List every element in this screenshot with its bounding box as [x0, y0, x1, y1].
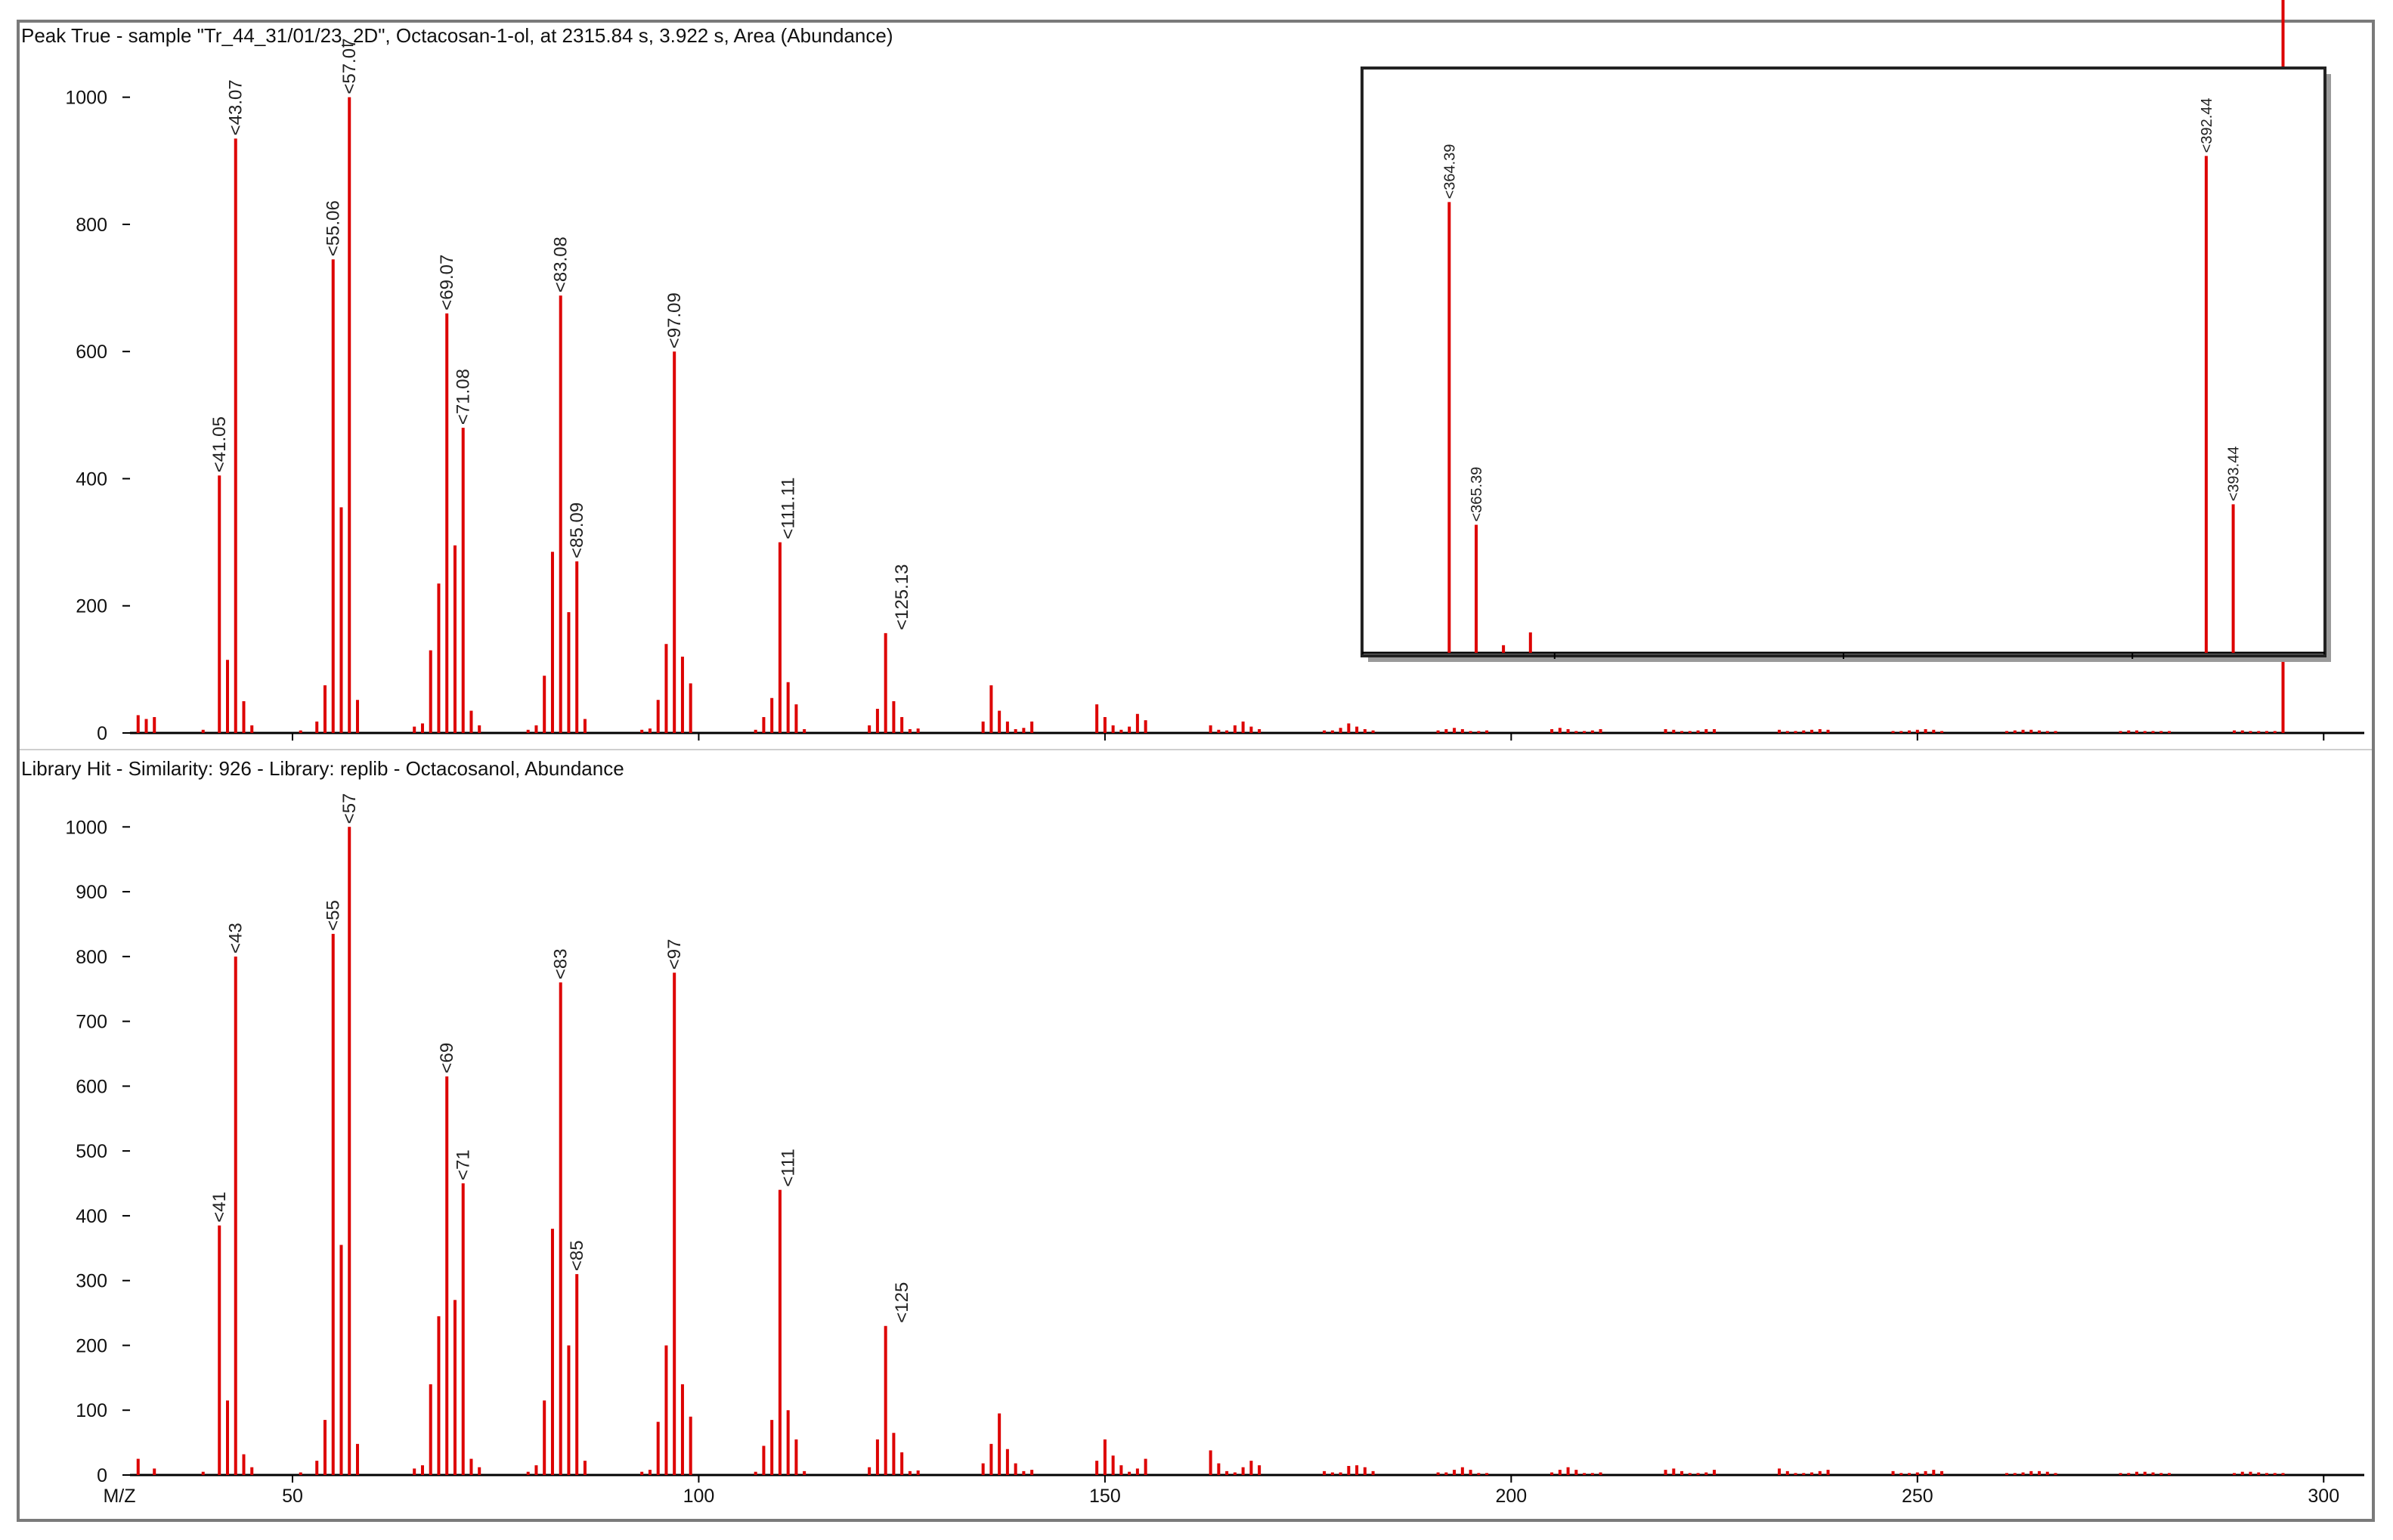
y-tick-label: 600: [76, 1076, 107, 1097]
peak-label: <69: [437, 1043, 457, 1074]
peak-label: <71: [454, 1149, 474, 1180]
x-axis-label: M/Z: [103, 1486, 135, 1507]
peak-label: <85: [567, 1240, 587, 1271]
peak-label: <55: [324, 900, 344, 931]
peak-label: <125: [892, 1282, 912, 1323]
x-tick-label: 200: [1495, 1486, 1527, 1507]
y-tick-label: 400: [76, 1206, 107, 1227]
peak-label: <43.07: [226, 79, 246, 135]
y-tick-label: 800: [76, 215, 107, 236]
peak-label: <97.09: [664, 292, 685, 348]
library-spectrum-panel: 0 100 200 300 400 500 600 700 800 900 1000 50 100 150…: [65, 793, 2364, 1507]
y-tick-label: 900: [76, 882, 107, 903]
x-tick-label: 250: [1902, 1486, 1933, 1507]
top-panel-title: Peak True - sample "Tr_44_31/01/23_2D", …: [21, 24, 893, 47]
peak-label: <85.09: [567, 503, 587, 558]
inset-peak-label: <392.44: [2199, 97, 2215, 153]
inset-chart: <364.39 <365.39 <392.44 <393.44: [1362, 97, 2325, 659]
peak-label: <57.07: [339, 39, 360, 94]
x-tick-label: 50: [282, 1486, 303, 1507]
peak-label: <43: [226, 923, 246, 954]
peak-label: <83: [551, 948, 571, 979]
y-tick-label: 200: [76, 1335, 107, 1356]
peak-label: <97: [664, 939, 685, 970]
peak-label: <55.06: [324, 200, 344, 256]
y-tick-label: 0: [97, 1465, 107, 1486]
inset-peak-label: <364.39: [1441, 144, 1458, 199]
peak-label: <69.07: [437, 255, 457, 311]
y-tick-label: 800: [76, 947, 107, 968]
peak-label: <41: [209, 1192, 230, 1223]
sample-spectrum-panel: 0 200 400 600 800 1000 <41.05 <43.07 <55.06 <57.0…: [65, 0, 2364, 744]
inset-box: [1361, 66, 2326, 657]
y-tick-label: 1000: [65, 817, 107, 838]
peak-label: <111: [779, 1149, 799, 1187]
inset-peak-label: <393.44: [2226, 447, 2243, 502]
peak-label: <57: [339, 793, 360, 824]
y-tick-label: 500: [76, 1141, 107, 1162]
y-tick-label: 100: [76, 1400, 107, 1421]
y-tick-label: 200: [76, 596, 107, 617]
x-tick-label: 100: [683, 1486, 715, 1507]
x-tick-label: 150: [1089, 1486, 1121, 1507]
y-tick-label: 1000: [65, 88, 107, 109]
inset-peak-label: <365.39: [1469, 467, 1485, 522]
peak-label: <83.08: [551, 237, 571, 292]
y-tick-label: 400: [76, 468, 107, 490]
peak-label: <111.11: [779, 478, 799, 540]
peak-label: <71.08: [454, 369, 474, 425]
y-tick-label: 0: [97, 723, 107, 744]
peak-label: <41.05: [209, 416, 230, 472]
bottom-panel-title: Library Hit - Similarity: 926 - Library:…: [21, 757, 624, 780]
y-tick-label: 700: [76, 1012, 107, 1033]
peak-label: <125.13: [892, 564, 912, 629]
x-tick-label: 300: [2308, 1486, 2339, 1507]
y-tick-label: 300: [76, 1271, 107, 1292]
y-tick-label: 600: [76, 342, 107, 363]
